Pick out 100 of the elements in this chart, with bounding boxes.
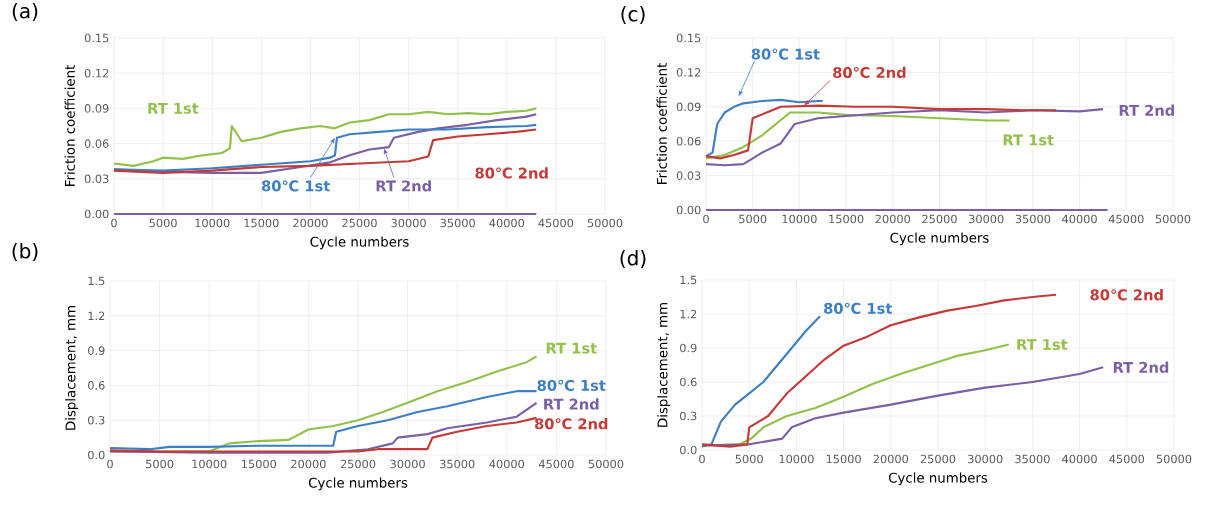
line-series [704, 108, 1105, 167]
x-tick-label: 10000 [192, 459, 227, 469]
x-tick-label: 10000 [195, 218, 230, 228]
y-tick-label: 0.00 [84, 209, 109, 219]
series-label: RT 2nd [544, 398, 599, 410]
y-tick-label: 0.12 [676, 68, 701, 77]
y-tick-label: 0.03 [84, 174, 109, 184]
x-tick-label: 35000 [1015, 214, 1051, 224]
x-tick-label: 50000 [588, 459, 624, 469]
x-tick-label: 0 [703, 214, 709, 224]
series-label: RT 1st [1017, 339, 1068, 351]
line-series [704, 98, 824, 158]
y-tick-label: 1.2 [680, 309, 697, 319]
x-tick-label: 10000 [779, 454, 814, 464]
x-tick-label: 45000 [538, 218, 574, 228]
series-label: RT 1st [1003, 134, 1054, 146]
y-tick-label: 0.9 [680, 343, 697, 353]
x-tick-label: 35000 [1015, 454, 1050, 464]
y-tick-label: 1.5 [88, 276, 105, 286]
y-axis-title: Friction coefficient [656, 63, 667, 184]
x-tick-label: 20000 [873, 454, 909, 464]
chart-title: (b) [12, 243, 38, 261]
text: 80℃ 1st [751, 48, 820, 60]
x-tick-label: 20000 [293, 218, 328, 228]
series-label: 80℃ 1st [824, 302, 893, 314]
y-axis-title: Friction coefficient [64, 65, 75, 186]
text: RT 1st [148, 102, 199, 114]
x-tick-label: 45000 [1108, 214, 1144, 224]
x-tick-label: 50000 [1155, 214, 1191, 224]
y-tick-label: 0.03 [676, 171, 701, 180]
x-tick-label: 35000 [440, 459, 475, 469]
y-tick-label: 1.2 [88, 311, 105, 320]
y-tick-label: 0.6 [680, 377, 697, 387]
y-tick-label: 0.09 [676, 102, 701, 112]
y-axis-title: Displacement, mm [65, 306, 79, 430]
x-axis-title: Cycle numbers [310, 236, 409, 250]
y-tick-label: 0.9 [88, 346, 105, 355]
x-tick-label: 20000 [291, 459, 326, 469]
y-tick-label: 0.3 [680, 411, 697, 421]
x-tick-label: 15000 [242, 459, 277, 469]
y-tick-label: 0.15 [676, 33, 701, 43]
series-label: 80℃ 1st [261, 180, 330, 192]
series-label: RT 2nd [1113, 361, 1169, 373]
x-tick-label: 5000 [146, 459, 174, 469]
series-label: 80℃ 2nd [833, 66, 906, 79]
x-tick-label: 5000 [739, 214, 767, 224]
line-series [704, 104, 1058, 160]
y-axis-title: Displacement, mm [657, 303, 671, 427]
series-label: 80℃ 1st [537, 379, 606, 391]
chart-title: (a) [12, 3, 38, 21]
x-tick-label: 25000 [340, 459, 376, 469]
chart-title: (c) [621, 6, 645, 24]
x-tick-label: 0 [699, 454, 705, 464]
x-tick-label: 30000 [391, 218, 426, 228]
x-tick-label: 50000 [1156, 454, 1192, 464]
x-tick-label: 30000 [968, 454, 1003, 464]
x-tick-label: 10000 [782, 214, 817, 224]
x-tick-label: 40000 [489, 218, 525, 228]
x-tick-label: 40000 [1062, 214, 1097, 224]
y-tick-label: 0.0 [88, 450, 105, 460]
text: 80℃ 2nd [1090, 289, 1163, 301]
y-tick-label: 0.6 [88, 381, 105, 390]
x-tick-label: 25000 [920, 454, 956, 464]
y-tick-label: 0.06 [84, 139, 109, 148]
x-tick-label: 15000 [826, 454, 861, 464]
x-tick-label: 25000 [922, 214, 957, 224]
x-tick-label: 25000 [342, 218, 377, 228]
series-label: RT 1st [546, 342, 597, 354]
x-tick-label: 5000 [735, 454, 763, 464]
x-tick-label: 35000 [440, 218, 475, 228]
x-axis-title: Cycle numbers [888, 472, 988, 486]
y-tick-label: 1.5 [680, 275, 697, 285]
y-tick-label: 0.06 [676, 136, 701, 146]
line-series [700, 315, 822, 448]
x-tick-label: 15000 [244, 218, 279, 228]
y-tick-label: 0.3 [88, 415, 105, 425]
chart-title: (d) [620, 250, 646, 268]
x-tick-label: 20000 [875, 214, 911, 224]
x-tick-label: 45000 [1109, 454, 1145, 464]
x-axis-title: Cycle numbers [890, 232, 989, 246]
x-tick-label: 0 [107, 459, 113, 469]
x-tick-label: 0 [111, 218, 117, 228]
legend-label: RT 2nd [376, 180, 431, 192]
x-tick-label: 15000 [829, 214, 864, 224]
x-tick-label: 40000 [489, 459, 525, 469]
x-tick-label: 5000 [149, 218, 177, 228]
y-tick-label: 0.0 [680, 445, 697, 455]
y-tick-label: 0.09 [84, 104, 109, 113]
y-tick-label: 0.00 [676, 205, 701, 215]
y-tick-label: 0.15 [84, 33, 109, 43]
x-tick-label: 40000 [1062, 454, 1097, 464]
x-axis-title: Cycle numbers [308, 477, 408, 491]
text: 80℃ 2nd [475, 167, 548, 179]
series-label: 80℃ 2nd [534, 417, 608, 430]
series-label: RT 2nd [1119, 104, 1175, 116]
y-tick-label: 0.12 [84, 68, 109, 78]
x-tick-label: 45000 [538, 459, 574, 469]
x-tick-label: 50000 [587, 218, 623, 228]
x-tick-label: 30000 [969, 214, 1004, 224]
x-tick-label: 30000 [390, 459, 425, 469]
